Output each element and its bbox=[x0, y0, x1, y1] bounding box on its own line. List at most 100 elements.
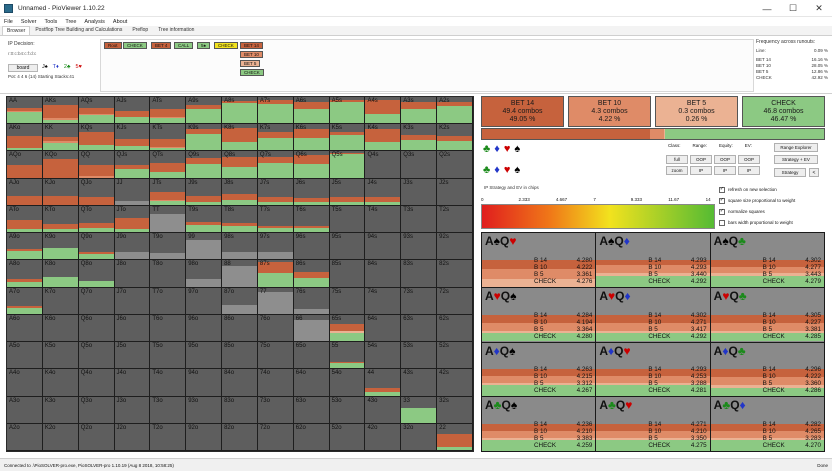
tree-node-turn-card[interactable]: 5♠ bbox=[197, 42, 210, 49]
hand-cell[interactable]: J3s bbox=[401, 178, 438, 206]
hand-cell[interactable]: 94o bbox=[186, 369, 223, 397]
maximize-button[interactable]: ☐ bbox=[788, 3, 798, 13]
hand-cell[interactable]: A7s bbox=[257, 97, 294, 125]
hand-cell[interactable]: T4o bbox=[150, 369, 187, 397]
hand-cell[interactable]: K4s bbox=[365, 124, 402, 152]
hand-cell[interactable]: 53o bbox=[329, 396, 366, 424]
action-bet5[interactable]: BET 5 0.3 combos 0.26 % bbox=[655, 96, 738, 127]
spade-icon[interactable]: ♠ bbox=[514, 164, 521, 176]
action-check[interactable]: CHECK 46.8 combos 46.47 % bbox=[742, 96, 825, 127]
minimize-button[interactable]: — bbox=[762, 3, 772, 14]
combo-card[interactable]: A♦Q♥ B 14 4.293 B 10 4.253 B 5 3.288 CHECK 4.281 bbox=[596, 342, 710, 397]
hand-cell[interactable]: K7o bbox=[42, 287, 79, 315]
hand-cell[interactable]: Q5o bbox=[78, 342, 115, 370]
hand-cell[interactable]: QQ bbox=[78, 151, 115, 179]
hand-cell[interactable]: A9s bbox=[186, 97, 223, 125]
hand-cell[interactable]: T9o bbox=[150, 233, 187, 261]
combo-card[interactable]: A♥Q♣ B 14 4.305 B 10 4.227 B 5 3.381 CHECK 4.285 bbox=[710, 287, 824, 342]
hand-cell[interactable]: 22 bbox=[437, 423, 473, 451]
hand-cell[interactable]: 72o bbox=[257, 423, 294, 451]
hand-cell[interactable]: 53s bbox=[401, 342, 438, 370]
option-square-size[interactable]: ✓ square size proportional to weight bbox=[719, 195, 827, 206]
hand-cell[interactable]: 54s bbox=[365, 342, 402, 370]
hand-cell[interactable]: JTs bbox=[150, 178, 187, 206]
hand-cell[interactable]: 74s bbox=[365, 287, 402, 315]
hand-cell[interactable]: 94s bbox=[365, 233, 402, 261]
hand-cell[interactable]: 52s bbox=[437, 342, 473, 370]
hand-cell[interactable]: 93o bbox=[186, 396, 223, 424]
hand-cell[interactable]: KQs bbox=[78, 124, 115, 152]
checkbox-icon[interactable] bbox=[719, 219, 725, 226]
hand-cell[interactable]: Q3o bbox=[78, 396, 115, 424]
hand-cell[interactable]: A4s bbox=[365, 97, 402, 125]
turn-card-5h[interactable]: 5♥ bbox=[75, 64, 82, 70]
hand-cell[interactable]: K3s bbox=[401, 124, 438, 152]
hand-cell[interactable]: 95o bbox=[186, 342, 223, 370]
hand-cell[interactable]: 96o bbox=[186, 314, 223, 343]
hand-cell[interactable]: 85o bbox=[222, 342, 258, 370]
hand-cell[interactable]: Q8o bbox=[78, 260, 115, 288]
hand-cell[interactable]: QTs bbox=[150, 151, 187, 179]
tree-node-check-3[interactable]: CHECK bbox=[240, 69, 264, 76]
hand-cell[interactable]: T2o bbox=[150, 423, 187, 451]
hand-cell[interactable]: 42s bbox=[437, 369, 473, 397]
hand-cell[interactable]: 95s bbox=[329, 233, 366, 261]
hand-cell[interactable]: 73s bbox=[401, 287, 438, 315]
hand-cell[interactable]: K6o bbox=[42, 314, 79, 343]
hand-cell[interactable]: AQo bbox=[7, 151, 43, 179]
hand-cell[interactable]: T3o bbox=[150, 396, 187, 424]
hand-cell[interactable]: Q5s bbox=[329, 151, 366, 179]
tree-node-bet4[interactable]: BET 4 bbox=[151, 42, 172, 49]
combo-card[interactable]: A♣Q♦ B 14 4.282 B 10 4.265 B 5 3.283 CHECK 4.270 bbox=[710, 397, 824, 451]
hand-cell[interactable]: K9o bbox=[42, 233, 79, 261]
hand-cell[interactable]: 32o bbox=[401, 423, 438, 451]
combo-card[interactable]: A♣Q♥ B 14 4.271 B 10 4.210 B 5 3.350 CHECK 4.275 bbox=[596, 397, 710, 451]
hand-cell[interactable]: JJ bbox=[114, 178, 151, 206]
hand-cell[interactable]: A3o bbox=[7, 396, 43, 424]
hand-cell[interactable]: 83s bbox=[401, 260, 438, 288]
hand-cell[interactable]: 54o bbox=[329, 369, 366, 397]
hand-cell[interactable]: KJs bbox=[114, 124, 151, 152]
hand-cell[interactable]: 64s bbox=[365, 314, 402, 343]
hand-cell[interactable]: A4o bbox=[7, 369, 43, 397]
hand-cell[interactable]: TT bbox=[150, 205, 187, 234]
hand-cell[interactable]: 64o bbox=[293, 369, 330, 397]
strategy-dropdown[interactable]: Strategy bbox=[774, 168, 806, 177]
hand-cell[interactable]: J9o bbox=[114, 233, 151, 261]
hand-cell[interactable]: AA bbox=[7, 97, 43, 125]
menu-analysis[interactable]: Analysis bbox=[84, 18, 105, 25]
checkbox-icon[interactable]: ✓ bbox=[719, 197, 725, 204]
club-icon[interactable]: ♣ bbox=[483, 164, 491, 176]
hand-cell[interactable]: 73o bbox=[257, 396, 294, 424]
hand-cell[interactable]: AKs bbox=[42, 97, 79, 125]
strategy-ev-dropdown[interactable]: Strategy + EV bbox=[774, 155, 818, 164]
hand-cell[interactable]: 82s bbox=[437, 260, 473, 288]
hand-cell[interactable]: 86s bbox=[293, 260, 330, 288]
hand-cell[interactable]: J2s bbox=[437, 178, 473, 206]
hand-cell[interactable]: ATo bbox=[7, 205, 43, 234]
hand-cell[interactable]: 97o bbox=[186, 287, 223, 315]
tree-node-bet5[interactable]: BET 5 bbox=[240, 60, 261, 67]
hand-cell[interactable]: T9s bbox=[186, 205, 223, 234]
option-bars-width[interactable]: bars width proportional to weight bbox=[719, 217, 827, 228]
hand-cell[interactable]: Q7o bbox=[78, 287, 115, 315]
hand-cell[interactable]: 74o bbox=[257, 369, 294, 397]
heart-icon[interactable]: ♥ bbox=[503, 143, 511, 155]
hand-cell[interactable]: Q6o bbox=[78, 314, 115, 343]
tree-node-root[interactable]: Root bbox=[104, 42, 122, 49]
hand-cell[interactable]: 65o bbox=[293, 342, 330, 370]
tab-browser[interactable]: Browser bbox=[2, 26, 31, 35]
hand-cell[interactable]: 76o bbox=[257, 314, 294, 343]
tree-node-call[interactable]: CALL bbox=[174, 42, 194, 49]
hand-cell[interactable]: K2s bbox=[437, 124, 473, 152]
hand-cell[interactable]: 98s bbox=[222, 233, 258, 261]
hand-cell[interactable]: K9s bbox=[186, 124, 223, 152]
diamond-icon[interactable]: ♦ bbox=[494, 143, 500, 155]
hand-cell[interactable]: K3o bbox=[42, 396, 79, 424]
hand-cell[interactable]: 62o bbox=[293, 423, 330, 451]
hand-cell[interactable]: J4s bbox=[365, 178, 402, 206]
hand-cell[interactable]: A8o bbox=[7, 260, 43, 288]
hand-cell[interactable]: 43o bbox=[365, 396, 402, 424]
hand-cell[interactable]: J8s bbox=[222, 178, 258, 206]
hand-cell[interactable]: T5o bbox=[150, 342, 187, 370]
